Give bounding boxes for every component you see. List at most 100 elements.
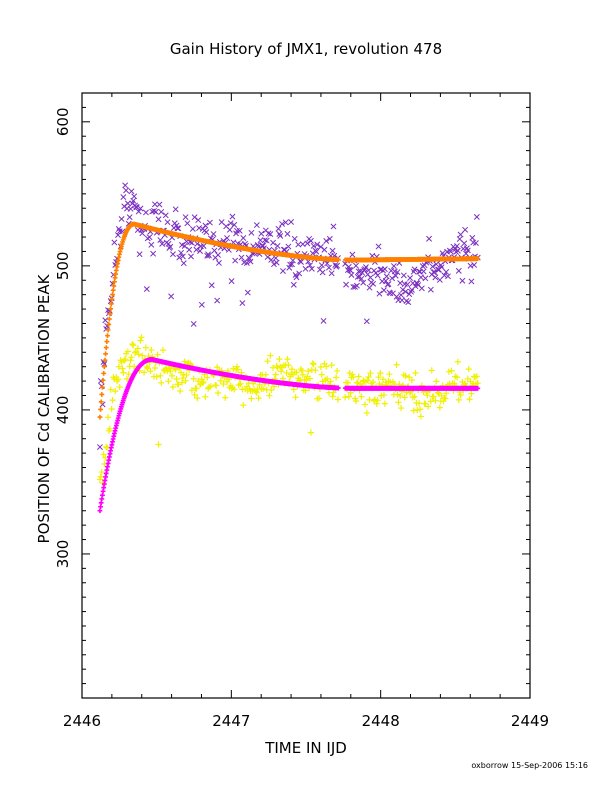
scatter-point: [324, 260, 331, 267]
scatter-point: [167, 368, 174, 375]
scatter-point: [412, 369, 419, 377]
scatter-point: [428, 367, 435, 374]
axis-ticks: 2446 2447 2448 2449 300 400 500 600: [54, 93, 549, 730]
scatter-point: [284, 356, 291, 363]
scatter-point: [443, 269, 450, 275]
scatter-point: [393, 293, 400, 300]
scatter-point: [327, 378, 334, 385]
scatter-point: [182, 377, 189, 384]
scatter-point: [462, 226, 469, 233]
scatter-point: [293, 274, 300, 281]
scatter-point: [103, 443, 110, 450]
scatter-point: [323, 363, 330, 370]
fit-point: [106, 316, 112, 322]
scatter-point: [120, 369, 127, 376]
scatter-point: [385, 281, 392, 287]
x-tick-label: 2447: [212, 712, 250, 730]
scatter-point: [308, 265, 315, 272]
scatter-point: [393, 361, 400, 368]
scatter-point: [363, 409, 370, 417]
scatter-point: [397, 392, 404, 400]
scatter-point: [414, 406, 421, 414]
scatter-point: [178, 249, 185, 256]
scatter-point: [124, 200, 131, 207]
scatter-point: [195, 377, 202, 385]
scatter-point: [366, 396, 373, 403]
scatter-point: [153, 373, 160, 380]
scatter-point: [270, 261, 277, 268]
scatter-point: [155, 441, 162, 448]
scatter-point: [333, 367, 341, 375]
scatter-point: [433, 378, 440, 385]
scatter-point: [374, 397, 381, 404]
scatter-point: [240, 402, 247, 409]
scatter-point: [353, 282, 360, 289]
scatter-point: [126, 214, 133, 221]
scatter-point: [200, 378, 207, 386]
scatter-point: [358, 393, 365, 400]
scatter-point: [402, 372, 409, 380]
scatter-point: [193, 385, 200, 392]
scatter-point: [214, 364, 221, 371]
scatter-point: [416, 400, 423, 407]
scatter-point: [407, 275, 414, 281]
scatter-point: [172, 366, 179, 373]
scatter-point: [302, 387, 309, 394]
scatter-point: [129, 341, 136, 348]
scatter-point: [380, 391, 388, 399]
scatter-point: [394, 391, 401, 398]
scatter-point: [234, 366, 241, 373]
scatter-point: [116, 383, 123, 391]
scatter-point: [211, 247, 218, 254]
scatter-point: [170, 251, 176, 258]
scatter-point: [432, 274, 439, 281]
scatter-point: [310, 360, 317, 368]
scatter-point: [106, 425, 113, 432]
scatter-point: [433, 261, 440, 268]
scatter-point: [127, 205, 134, 212]
fit-point: [110, 287, 116, 293]
scatter-point: [141, 369, 148, 376]
scatter-point: [111, 239, 118, 246]
scatter-point: [274, 242, 281, 249]
scatter-point: [334, 396, 342, 403]
scatter-point: [247, 258, 254, 265]
scatter-point: [288, 218, 295, 225]
scatter-point: [159, 240, 166, 247]
scatter-point: [227, 220, 234, 227]
scatter-point: [142, 344, 150, 351]
scatter-point: [282, 219, 289, 226]
scatter-point: [291, 235, 298, 242]
fit-point: [102, 357, 108, 363]
fit-point: [475, 256, 481, 262]
scatter-point: [302, 265, 309, 272]
scatter-point: [365, 267, 372, 274]
scatter-point: [264, 358, 271, 365]
scatter-point: [299, 241, 306, 248]
scatter-point: [394, 269, 401, 276]
scatter-point: [324, 375, 331, 382]
scatter-point: [278, 368, 285, 375]
scatter-point: [128, 354, 135, 361]
scatter-point: [457, 231, 464, 238]
scatter-point: [152, 208, 159, 215]
scatter-point: [158, 208, 165, 215]
scatter-point: [285, 362, 292, 369]
scatter-point: [377, 370, 384, 377]
scatter-point: [204, 374, 211, 381]
scatter-point: [318, 262, 325, 269]
scatter-point: [367, 369, 374, 377]
scatter-point: [319, 269, 326, 276]
scatter-point: [206, 252, 212, 259]
scatter-point: [230, 365, 237, 372]
scatter-point: [232, 257, 239, 264]
scatter-point: [290, 281, 297, 288]
scatter-point: [164, 219, 171, 226]
scatter-point: [214, 389, 222, 397]
scatter-point: [234, 227, 240, 234]
scatter-point: [431, 269, 438, 276]
scatter-point: [215, 251, 221, 258]
y-axis-label: POSITION OF Cd CALIBRATION PEAK: [35, 273, 53, 543]
scatter-point: [323, 238, 330, 244]
